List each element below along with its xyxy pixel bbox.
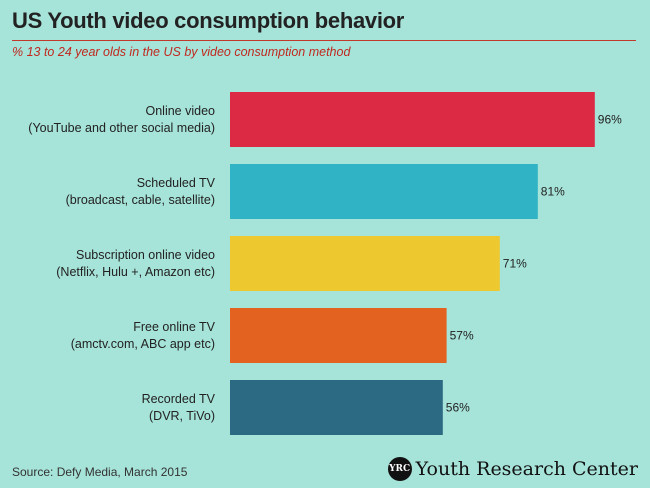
title-divider bbox=[12, 40, 636, 41]
chart-subtitle: % 13 to 24 year olds in the US by video … bbox=[12, 45, 351, 59]
value-label-5: 56% bbox=[446, 401, 470, 415]
value-label-4: 57% bbox=[450, 329, 474, 343]
brand-footer: YRC Youth Research Center bbox=[387, 457, 638, 481]
category-label-5: Recorded TV (DVR, TiVo) bbox=[142, 392, 216, 423]
value-label-1: 96% bbox=[598, 113, 622, 127]
bar-2 bbox=[230, 164, 538, 219]
chart-title: US Youth video consumption behavior bbox=[12, 8, 405, 33]
value-label-2: 81% bbox=[541, 185, 565, 199]
bar-5 bbox=[230, 380, 443, 435]
category-label-2: Scheduled TV (broadcast, cable, satellite… bbox=[66, 176, 216, 207]
category-label-3: Subscription online video (Netflix, Hulu … bbox=[56, 248, 215, 279]
brand-name: Youth Research Center bbox=[415, 458, 638, 480]
source-note: Source: Defy Media, March 2015 bbox=[12, 465, 188, 479]
category-label-4: Free online TV (amctv.com, ABC app etc) bbox=[71, 320, 216, 351]
brand-logo: YRC bbox=[387, 457, 412, 481]
bar-3 bbox=[230, 236, 500, 291]
value-label-3: 71% bbox=[503, 257, 527, 271]
bar-1 bbox=[230, 92, 595, 147]
bar-4 bbox=[230, 308, 447, 363]
category-label-1: Online video (YouTube and other social me… bbox=[28, 104, 215, 135]
